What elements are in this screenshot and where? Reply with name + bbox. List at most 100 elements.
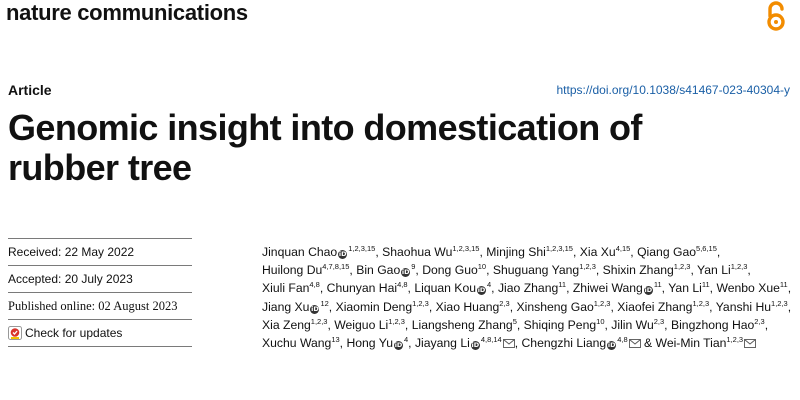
doi-link[interactable]: https://doi.org/10.1038/s41467-023-40304… — [556, 83, 790, 97]
author-name: Liangsheng Zhang — [411, 317, 513, 332]
affiliation-numbers: 1,2,3,15 — [348, 244, 376, 253]
title-line-2: rubber tree — [8, 147, 192, 188]
author[interactable]: Dong Guo10 — [422, 263, 486, 277]
author[interactable]: Weiguo Li1,2,3 — [334, 318, 405, 332]
author[interactable]: Bingzhong Hao2,3 — [671, 318, 765, 332]
affiliation-numbers: 4,8 — [309, 280, 320, 290]
author[interactable]: Zhiwei Wang iD11 — [572, 281, 662, 296]
open-access-icon — [767, 1, 785, 31]
author-name: Minjing Shi — [486, 245, 546, 259]
affiliation-numbers: 2,3 — [754, 316, 765, 326]
author-name: Jinquan Chao — [262, 245, 338, 259]
author[interactable]: Yanshi Hu1,2,3 — [716, 298, 788, 313]
author[interactable]: Jinquan Chao iD1,2,3,15 — [262, 245, 375, 259]
author-list: Jinquan Chao iD1,2,3,15, Shaohua Wu1,2,3,… — [262, 244, 792, 351]
author[interactable]: Shaohua Wu1,2,3,15 — [382, 245, 479, 259]
author-name: Xiao Huang — [435, 299, 500, 314]
author[interactable]: Xia Zeng1,2,3 — [262, 318, 327, 332]
crossmark-icon — [8, 326, 22, 340]
author-name: Chengzhi Liang — [521, 336, 607, 351]
affiliation-numbers: 1,2,3 — [579, 262, 596, 272]
accepted-date: Accepted: 20 July 2023 — [8, 265, 192, 292]
envelope-icon[interactable] — [502, 339, 515, 348]
author[interactable]: Xia Xu4,15 — [580, 245, 631, 259]
check-updates-row[interactable]: Check for updates — [8, 319, 192, 347]
affiliation-numbers: 2,3 — [499, 298, 510, 308]
author[interactable]: Jiang Xu iD12 — [262, 299, 329, 314]
affiliation-numbers: 10 — [596, 316, 605, 326]
author[interactable]: Chengzhi Liang iD4,8 — [521, 336, 641, 351]
affiliation-numbers: 4,8 — [397, 280, 408, 290]
author[interactable]: Xiao Huang2,3 — [435, 298, 510, 314]
author[interactable]: Wei-Min Tian1,2,3 — [656, 336, 757, 350]
published-date: Published online: 02 August 2023 — [8, 292, 192, 319]
affiliation-numbers: 11 — [779, 280, 788, 290]
author[interactable]: Shixin Zhang1,2,3 — [603, 263, 691, 277]
author-name: Zhiwei Wang — [572, 281, 643, 296]
affiliation-numbers: 4,7,8,15 — [322, 262, 350, 272]
author[interactable]: Jiayang Li iD4,8,14 — [415, 335, 515, 351]
affiliation-numbers: 4 — [404, 335, 409, 345]
author-name: Wei-Min Tian — [655, 336, 727, 351]
author[interactable]: Xiaomin Deng1,2,3 — [335, 299, 429, 314]
affiliation-numbers: 5,6,15 — [696, 244, 717, 253]
author[interactable]: Xinsheng Gao1,2,3 — [517, 298, 611, 313]
author-name: Bin Gao — [356, 263, 401, 278]
affiliation-numbers: 1,2,3 — [692, 298, 710, 308]
author[interactable]: Liquan Kou iD4 — [414, 281, 491, 296]
author[interactable]: Wenbo Xue11 — [716, 281, 787, 295]
author[interactable]: Huilong Du4,7,8,15 — [262, 263, 349, 277]
author[interactable]: Shiqing Peng10 — [524, 318, 605, 332]
orcid-icon[interactable]: iD — [470, 341, 480, 351]
affiliation-numbers: 2,3 — [653, 316, 665, 326]
received-date: Received: 22 May 2022 — [8, 238, 192, 265]
author-name: Xiaofei Zhang — [617, 299, 693, 314]
affiliation-numbers: 1,2,3 — [673, 262, 691, 272]
envelope-icon[interactable] — [628, 339, 641, 348]
affiliation-numbers: 1,2,3,15 — [545, 244, 573, 253]
author-name: Shaohua Wu — [382, 245, 453, 259]
author-name: Dong Guo — [422, 263, 478, 278]
author-name: Chunyan Hai — [326, 281, 398, 296]
author-name: Bingzhong Hao — [670, 317, 755, 332]
affiliation-numbers: 10 — [477, 262, 487, 272]
author[interactable]: Xiaofei Zhang1,2,3 — [617, 298, 710, 314]
author-name: Xiaomin Deng — [335, 299, 413, 314]
affiliation-numbers: 1,2,3 — [730, 262, 748, 272]
orcid-icon[interactable]: iD — [394, 341, 403, 351]
check-updates-label: Check for updates — [25, 326, 123, 340]
orcid-icon[interactable]: iD — [643, 286, 653, 296]
affiliation-numbers: 1,2,3 — [771, 298, 788, 308]
envelope-icon[interactable] — [744, 339, 757, 348]
author[interactable]: Xiuli Fan4,8 — [262, 281, 320, 295]
author[interactable]: Chunyan Hai4,8 — [327, 281, 408, 295]
orcid-icon[interactable]: iD — [401, 268, 411, 278]
orcid-icon[interactable]: iD — [477, 286, 486, 296]
author[interactable]: Liangsheng Zhang5 — [412, 318, 517, 332]
author[interactable]: Xuchu Wang13 — [262, 336, 340, 350]
author[interactable]: Jiao Zhang11 — [498, 281, 566, 295]
author[interactable]: Qiang Gao5,6,15 — [637, 245, 717, 259]
author[interactable]: Bin Gao iD9 — [356, 263, 415, 278]
author-name: Xia Zeng — [262, 317, 311, 332]
author[interactable]: Hong Yu iD4 — [346, 335, 409, 351]
check-updates-button[interactable]: Check for updates — [8, 320, 192, 346]
affiliation-numbers: 4,8,14 — [480, 335, 502, 345]
article-title: Genomic insight into domestication of ru… — [8, 108, 642, 188]
affiliation-numbers: 1,2,3 — [310, 316, 328, 326]
author[interactable]: Minjing Shi1,2,3,15 — [486, 245, 573, 259]
author[interactable]: Yan Li11 — [668, 281, 709, 295]
affiliation-numbers: 1,2,3 — [726, 335, 744, 345]
author-name: Weiguo Li — [334, 317, 389, 332]
orcid-icon[interactable]: iD — [607, 341, 617, 351]
author-name: Liquan Kou — [414, 281, 476, 296]
author[interactable]: Shuguang Yang1,2,3 — [493, 263, 596, 277]
orcid-icon[interactable]: iD — [310, 304, 320, 314]
article-dates: Received: 22 May 2022 Accepted: 20 July … — [8, 238, 192, 347]
orcid-icon[interactable]: iD — [338, 250, 348, 259]
article-type-label: Article — [8, 82, 52, 98]
affiliation-numbers: 1,2,3 — [593, 298, 611, 308]
author[interactable]: Yan Li1,2,3 — [697, 263, 747, 277]
author-name: Xia Xu — [579, 245, 616, 259]
author[interactable]: Jilin Wu2,3 — [611, 318, 664, 332]
